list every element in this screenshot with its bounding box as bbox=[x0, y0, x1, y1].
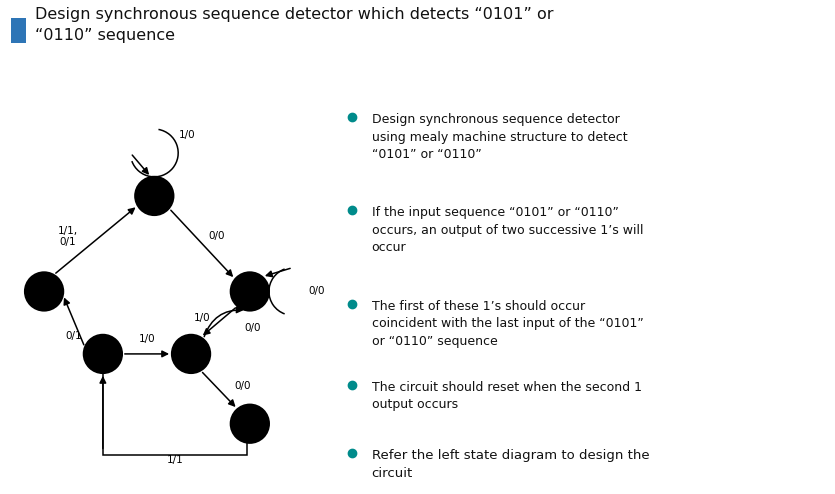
Circle shape bbox=[230, 272, 269, 311]
Text: Design synchronous sequence detector which detects “0101” or
“0110” sequence: Design synchronous sequence detector whi… bbox=[35, 7, 554, 43]
Text: S1: S1 bbox=[242, 285, 257, 298]
Text: 1/0: 1/0 bbox=[179, 129, 195, 140]
Text: 1/1: 1/1 bbox=[166, 455, 183, 465]
Text: S4: S4 bbox=[95, 347, 110, 361]
Circle shape bbox=[25, 272, 63, 311]
Text: If the input sequence “0101” or “0110”
occurs, an output of two successive 1’s w: If the input sequence “0101” or “0110” o… bbox=[372, 206, 643, 254]
Circle shape bbox=[230, 405, 269, 443]
Text: 0/0: 0/0 bbox=[209, 231, 225, 242]
Circle shape bbox=[84, 335, 122, 373]
Circle shape bbox=[135, 177, 174, 215]
Circle shape bbox=[172, 335, 210, 373]
Text: S0: S0 bbox=[147, 189, 162, 203]
Text: S2: S2 bbox=[184, 347, 199, 361]
Text: 0/0: 0/0 bbox=[244, 324, 261, 333]
Text: 1/0: 1/0 bbox=[195, 313, 211, 323]
Text: 0/0: 0/0 bbox=[235, 381, 251, 391]
Text: 0/0: 0/0 bbox=[308, 287, 325, 296]
Text: 1/1,
0/1: 1/1, 0/1 bbox=[58, 226, 78, 247]
Text: The circuit should reset when the second 1
output occurs: The circuit should reset when the second… bbox=[372, 380, 641, 411]
Text: 0/1: 0/1 bbox=[66, 331, 82, 341]
Text: The first of these 1’s should occur
coincident with the last input of the “0101”: The first of these 1’s should occur coin… bbox=[372, 299, 643, 348]
Text: 1/0: 1/0 bbox=[139, 334, 155, 344]
FancyBboxPatch shape bbox=[11, 18, 26, 42]
Text: S5: S5 bbox=[37, 285, 52, 298]
Text: S3: S3 bbox=[242, 417, 257, 430]
Text: Design synchronous sequence detector
using mealy machine structure to detect
“01: Design synchronous sequence detector usi… bbox=[372, 113, 627, 161]
Text: Refer the left state diagram to design the
circuit: Refer the left state diagram to design t… bbox=[372, 450, 649, 480]
